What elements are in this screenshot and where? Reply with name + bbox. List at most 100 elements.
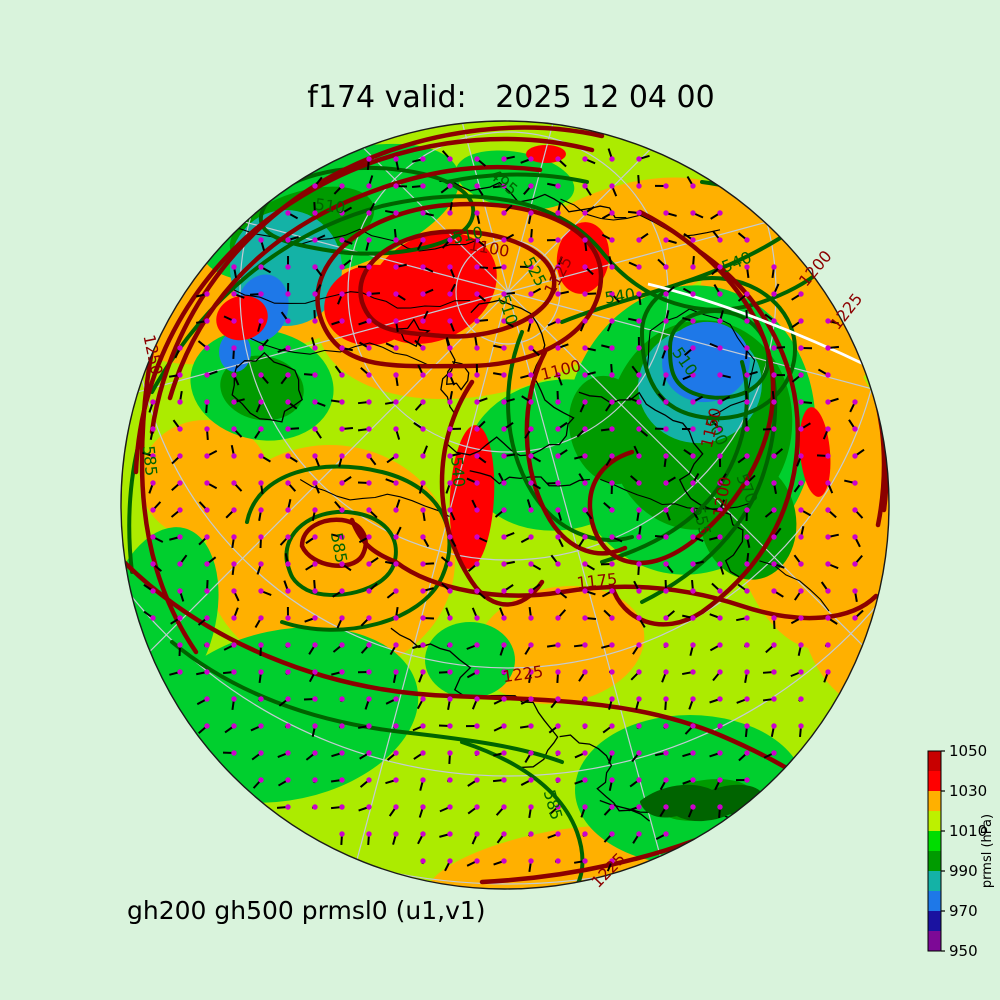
gh500-contour bbox=[150, 194, 854, 394]
wind-dot bbox=[663, 750, 669, 756]
wind-dot bbox=[609, 372, 615, 378]
wind-dot bbox=[582, 588, 588, 594]
wind-dot bbox=[663, 642, 669, 648]
wind-dot bbox=[501, 858, 507, 864]
wind-dot bbox=[231, 615, 237, 621]
wind-dot bbox=[339, 291, 345, 297]
wind-dot bbox=[420, 480, 426, 486]
wind-dot bbox=[501, 183, 507, 189]
wind-dot bbox=[528, 345, 534, 351]
gh200-contour bbox=[133, 136, 595, 475]
wind-dot bbox=[555, 615, 561, 621]
wind-dot bbox=[447, 426, 453, 432]
wind-dot bbox=[339, 723, 345, 729]
wind-dot bbox=[447, 669, 453, 675]
wind-dot bbox=[636, 534, 642, 540]
gh200-contour bbox=[167, 164, 543, 401]
wind-dot bbox=[312, 480, 318, 486]
wind-dot bbox=[447, 453, 453, 459]
wind-dot bbox=[366, 804, 372, 810]
wind-dot bbox=[690, 723, 696, 729]
wind-dot bbox=[312, 750, 318, 756]
wind-dot bbox=[555, 480, 561, 486]
wind-dot bbox=[393, 642, 399, 648]
gh500-contour bbox=[445, 172, 589, 184]
wind-dot bbox=[258, 615, 264, 621]
wind-dot bbox=[447, 615, 453, 621]
wind-dot bbox=[393, 831, 399, 837]
wind-dot bbox=[312, 588, 318, 594]
wind-dot bbox=[177, 372, 183, 378]
wind-dot bbox=[339, 237, 345, 243]
wind-dot bbox=[663, 345, 669, 351]
wind-dot bbox=[717, 237, 723, 243]
colorbar-axis-label: prmsl (hPa) bbox=[980, 814, 995, 888]
wind-dot bbox=[636, 426, 642, 432]
wind-dot bbox=[420, 345, 426, 351]
wind-dot bbox=[609, 831, 615, 837]
wind-dot bbox=[150, 453, 156, 459]
wind-dot bbox=[474, 426, 480, 432]
wind-dot bbox=[528, 264, 534, 270]
colorbar-segment bbox=[928, 931, 941, 952]
wind-dot bbox=[771, 399, 777, 405]
wind-dot bbox=[852, 615, 858, 621]
wind-dot bbox=[717, 426, 723, 432]
wind-dot bbox=[393, 156, 399, 162]
wind-dot bbox=[717, 318, 723, 324]
wind-dot bbox=[636, 831, 642, 837]
wind-dot bbox=[393, 318, 399, 324]
shading-region-red bbox=[216, 295, 268, 341]
wind-dot bbox=[312, 453, 318, 459]
wind-dot bbox=[582, 804, 588, 810]
wind-dot bbox=[690, 777, 696, 783]
wind-dot bbox=[447, 372, 453, 378]
wind-dot bbox=[231, 399, 237, 405]
wind-dot bbox=[420, 372, 426, 378]
wind-dot bbox=[258, 426, 264, 432]
wind-dot bbox=[663, 426, 669, 432]
gh500-contour bbox=[258, 165, 476, 256]
latitude-circle bbox=[121, 121, 889, 777]
wind-dot bbox=[420, 750, 426, 756]
wind-dot bbox=[636, 750, 642, 756]
wind-dot bbox=[285, 615, 291, 621]
wind-dot bbox=[744, 750, 750, 756]
wind-dot bbox=[420, 615, 426, 621]
wind-dot bbox=[339, 507, 345, 513]
wind-dot bbox=[717, 615, 723, 621]
wind-dot bbox=[231, 480, 237, 486]
wind-dot bbox=[447, 723, 453, 729]
wind-dot bbox=[474, 561, 480, 567]
wind-dot bbox=[663, 453, 669, 459]
wind-dot bbox=[177, 507, 183, 513]
wind-dot bbox=[636, 399, 642, 405]
wind-dot bbox=[258, 723, 264, 729]
wind-dot bbox=[258, 399, 264, 405]
wind-dot bbox=[744, 723, 750, 729]
wind-dot bbox=[528, 615, 534, 621]
wind-dot bbox=[312, 426, 318, 432]
wind-dot bbox=[555, 534, 561, 540]
colorbar-tick-label: 1030 bbox=[949, 782, 987, 800]
wind-dot bbox=[636, 372, 642, 378]
wind-dot bbox=[771, 426, 777, 432]
wind-dot bbox=[528, 372, 534, 378]
wind-dot bbox=[339, 588, 345, 594]
wind-dot bbox=[798, 345, 804, 351]
wind-dot bbox=[285, 372, 291, 378]
wind-dot bbox=[258, 777, 264, 783]
wind-dot bbox=[609, 723, 615, 729]
wind-dot bbox=[555, 750, 561, 756]
wind-dot bbox=[177, 588, 183, 594]
wind-dot bbox=[609, 426, 615, 432]
wind-dot bbox=[258, 372, 264, 378]
gh200-contour bbox=[609, 249, 800, 627]
wind-dot bbox=[366, 669, 372, 675]
wind-dot bbox=[771, 453, 777, 459]
wind-dot bbox=[744, 453, 750, 459]
wind-dot bbox=[447, 831, 453, 837]
wind-dot bbox=[582, 156, 588, 162]
wind-dot bbox=[474, 183, 480, 189]
